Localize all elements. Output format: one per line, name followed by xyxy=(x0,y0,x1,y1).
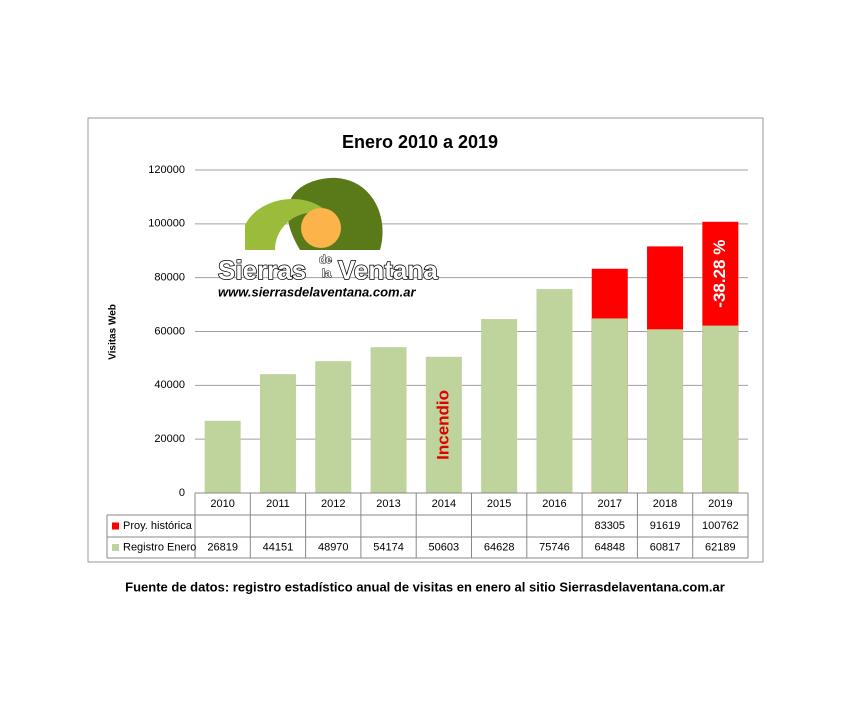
table-value: 64628 xyxy=(484,541,515,553)
x-tick-label: 2018 xyxy=(653,498,677,510)
x-tick-label: 2017 xyxy=(598,498,622,510)
table-value: 26819 xyxy=(207,541,238,553)
bar xyxy=(647,329,684,493)
bar xyxy=(481,319,518,493)
source-note: Fuente de datos: registro estadístico an… xyxy=(125,579,725,594)
table-value: 48970 xyxy=(318,541,349,553)
table-value: 64848 xyxy=(594,541,625,553)
bar xyxy=(591,318,628,493)
logo-text: Ventana xyxy=(338,255,438,285)
legend-swatch xyxy=(112,544,119,551)
table-value: 62189 xyxy=(705,541,736,553)
table-value: 44151 xyxy=(263,541,294,553)
logo-sun xyxy=(301,208,341,248)
y-tick-label: 100000 xyxy=(148,218,185,230)
y-tick-label: 80000 xyxy=(154,272,185,284)
logo-url: www.sierrasdelaventana.com.ar xyxy=(218,284,416,299)
logo: Sierras de la Ventana www.sierrasdelaven… xyxy=(217,177,439,299)
x-tick-label: 2011 xyxy=(266,498,290,510)
x-tick-label: 2019 xyxy=(708,498,732,510)
bar xyxy=(370,347,407,493)
x-tick-label: 2013 xyxy=(376,498,400,510)
x-tick-label: 2016 xyxy=(542,498,566,510)
x-tick-label: 2010 xyxy=(210,498,234,510)
logo-text: la xyxy=(322,268,332,280)
table-value: 91619 xyxy=(650,520,681,532)
x-tick-label: 2015 xyxy=(487,498,511,510)
x-tick-label: 2014 xyxy=(432,498,456,510)
y-tick-label: 120000 xyxy=(148,164,185,176)
logo-leaf xyxy=(245,198,330,250)
bar xyxy=(259,374,296,493)
chart-title: Enero 2010 a 2019 xyxy=(342,132,498,152)
annotation: Incendio xyxy=(433,390,452,460)
table-value: 50603 xyxy=(429,541,460,553)
table-value: 54174 xyxy=(373,541,404,553)
y-tick-label: 60000 xyxy=(154,325,185,337)
legend-label: Proy. histórica xyxy=(123,520,193,532)
table-value: 100762 xyxy=(702,520,739,532)
table-value: 60817 xyxy=(650,541,681,553)
annotation: -38.28 % xyxy=(710,240,729,308)
table-value: 83305 xyxy=(594,520,625,532)
bar xyxy=(702,325,739,493)
bar xyxy=(536,289,573,493)
legend-swatch xyxy=(112,522,119,530)
bar xyxy=(425,356,462,493)
y-tick-label: 20000 xyxy=(154,433,185,445)
logo-text: de xyxy=(319,254,332,266)
bar xyxy=(204,420,241,493)
legend-label: Registro Enero xyxy=(123,541,196,553)
y-tick-label: 0 xyxy=(179,487,185,499)
x-tick-label: 2012 xyxy=(321,498,345,510)
logo-text: Sierras xyxy=(218,255,306,285)
y-axis-label: Visitas Web xyxy=(108,304,119,360)
bar xyxy=(315,361,352,493)
y-tick-label: 40000 xyxy=(154,379,185,391)
plot: 0 20000 40000 60000 80000 100000 120000 2010 201… xyxy=(106,164,749,559)
table-value: 75746 xyxy=(539,541,570,553)
